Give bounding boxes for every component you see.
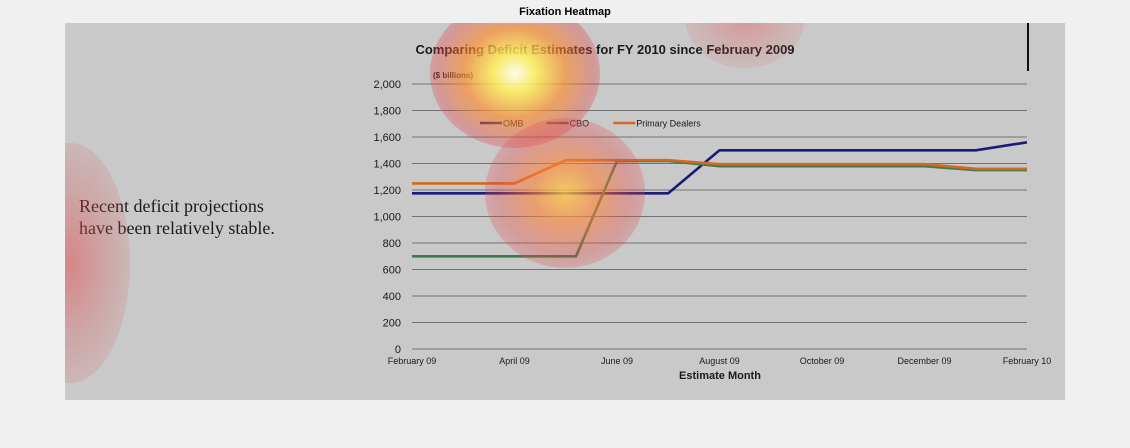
y-tick-label: 1,200 <box>373 185 401 197</box>
edge-marker <box>1027 23 1029 71</box>
y-tick-label: 1,000 <box>373 212 401 224</box>
chart: Comparing Deficit Estimates for FY 2010 … <box>373 42 1052 382</box>
legend-label: OMB <box>503 119 524 129</box>
y-tick-label: 600 <box>383 265 401 277</box>
figure-title: Fixation Heatmap <box>519 6 611 18</box>
y-tick-label: 1,600 <box>373 132 401 144</box>
x-tick-label: August 09 <box>699 356 740 366</box>
y-tick-label: 1,800 <box>373 106 401 118</box>
y-tick-label: 1,400 <box>373 159 401 171</box>
y-tick-label: 400 <box>383 291 401 303</box>
stimulus-image: Recent deficit projections have been rel… <box>65 23 1065 400</box>
series-line-cbo <box>412 159 1027 258</box>
y-tick-labels: 0 200 400 600 800 1,000 1,200 1,400 1,600 1,800 2,… <box>373 79 401 356</box>
y-tick-label: 2,000 <box>373 79 401 91</box>
legend-label: Primary Dealers <box>636 119 701 129</box>
y-tick-label: 0 <box>395 344 401 356</box>
x-axis-title: Estimate Month <box>679 370 761 382</box>
series-lines <box>412 141 1028 258</box>
legend: OMB CBO Primary Dealers <box>480 119 701 129</box>
y-tick-label: 800 <box>383 238 401 250</box>
x-tick-labels: February 09 April 09 June 09 August 09 Octob… <box>388 356 1052 366</box>
unit-label: ($ billions) <box>433 71 473 80</box>
x-tick-label: February 09 <box>388 356 437 366</box>
x-tick-label: April 09 <box>499 356 530 366</box>
x-tick-label: October 09 <box>800 356 845 366</box>
legend-label: CBO <box>570 119 590 129</box>
x-tick-label: June 09 <box>601 356 633 366</box>
x-tick-label: December 09 <box>897 356 951 366</box>
x-tick-label: February 10 <box>1003 356 1052 366</box>
chart-title: Comparing Deficit Estimates for FY 2010 … <box>415 42 794 57</box>
y-tick-label: 200 <box>383 318 401 330</box>
